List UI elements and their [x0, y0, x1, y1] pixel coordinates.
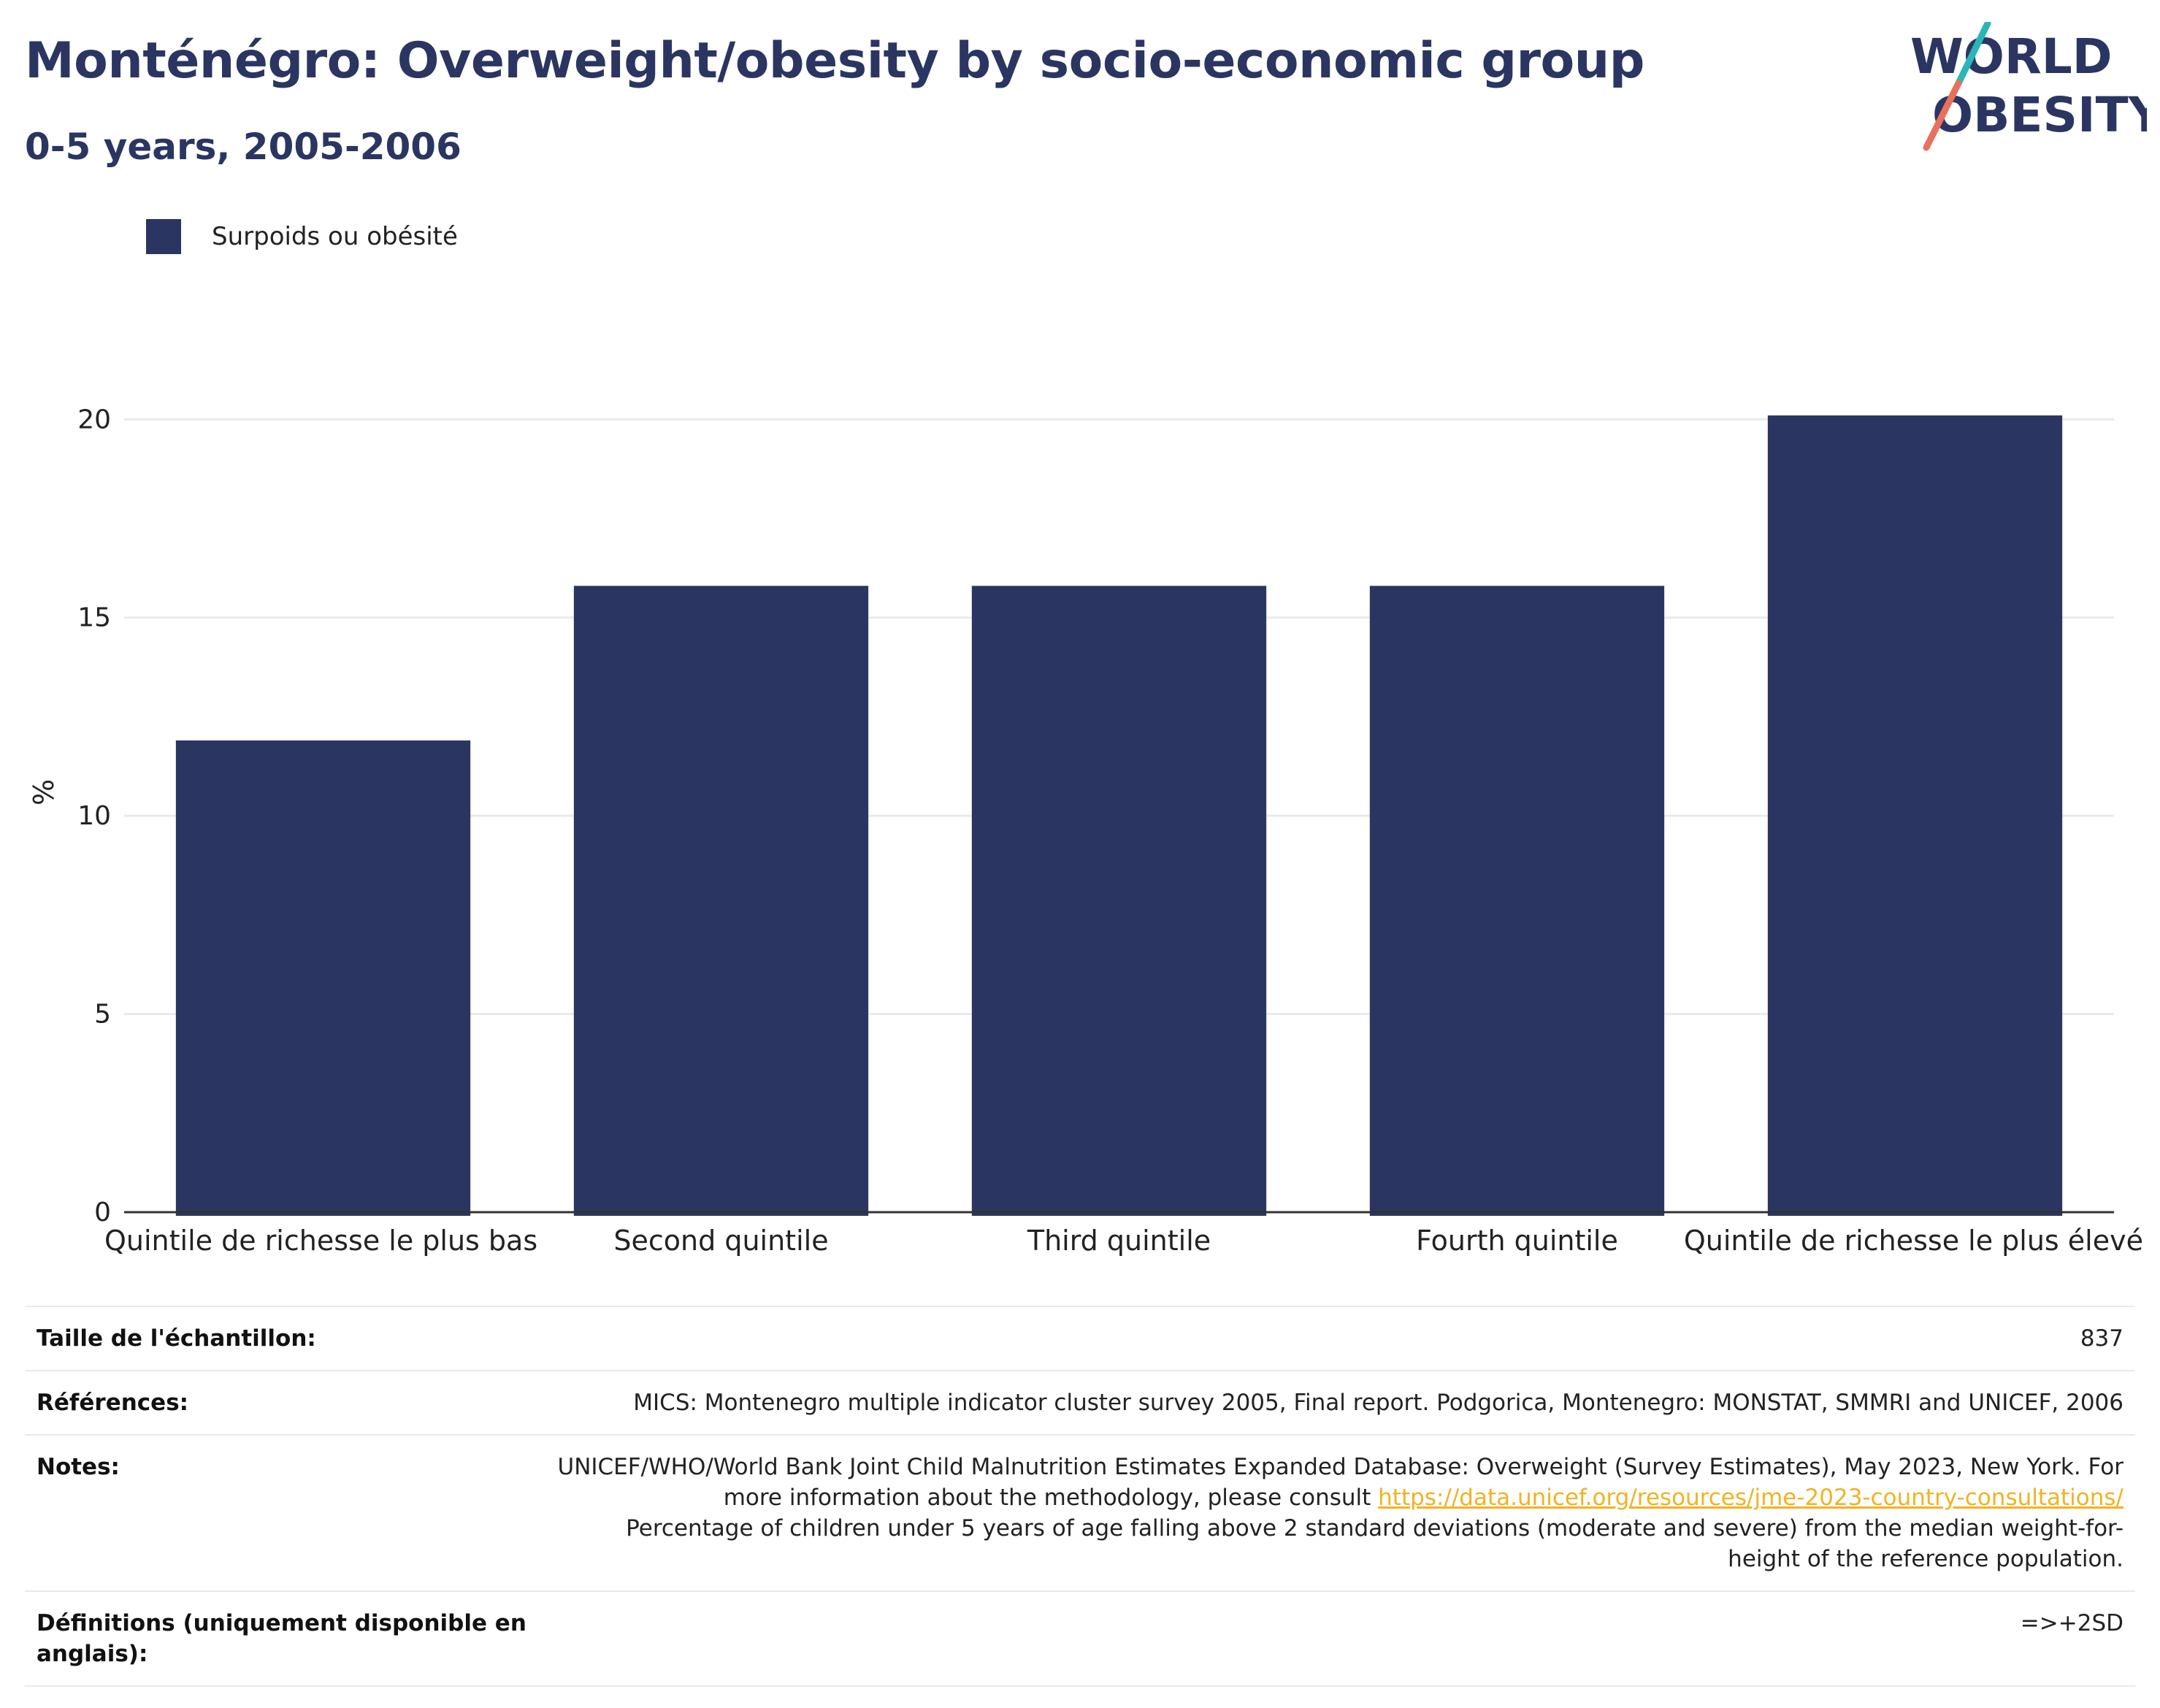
definitions-row: Définitions (uniquement disponible en an… [25, 1590, 2135, 1687]
legend[interactable]: Surpoids ou obésité [146, 219, 458, 254]
bar[interactable] [175, 740, 471, 1216]
y-axis-title: % [28, 778, 60, 806]
bar[interactable] [1767, 415, 2063, 1216]
y-tick-label: 10 [77, 801, 111, 831]
notes-value: UNICEF/WHO/World Bank Joint Child Malnut… [545, 1434, 2135, 1592]
world-obesity-logo: WORLD OBESITY [1910, 22, 2147, 151]
bars [175, 415, 2063, 1216]
y-tick-labels: 0 5 10 15 20 [77, 405, 111, 1228]
x-tick-labels: Quintile de richesse le plus bas Second q… [104, 1225, 2143, 1257]
bar[interactable] [573, 586, 869, 1216]
legend-swatch [146, 219, 181, 254]
legend-label: Surpoids ou obésité [212, 222, 458, 251]
y-tick-label: 5 [94, 1000, 111, 1030]
references-label: Références: [25, 1370, 545, 1436]
metadata-table: Taille de l'échantillon: 837 Références:… [25, 1306, 2135, 1687]
y-tick-label: 15 [77, 603, 111, 633]
notes-text-2: Percentage of children under 5 years of … [626, 1515, 2123, 1572]
notes-link[interactable]: https://data.unicef.org/resources/jme-20… [1378, 1485, 2123, 1511]
x-tick-label: Third quintile [1027, 1225, 1211, 1257]
x-tick-label: Fourth quintile [1416, 1225, 1618, 1257]
x-tick-label: Second quintile [613, 1225, 828, 1257]
references-row: Références: MICS: Montenegro multiple in… [25, 1370, 2135, 1436]
x-tick-label: Quintile de richesse le plus élevé [1684, 1225, 2143, 1257]
bar[interactable] [971, 586, 1267, 1216]
chart-subtitle: 0-5 years, 2005-2006 [25, 126, 462, 168]
y-tick-label: 20 [77, 405, 111, 434]
y-tick-label: 0 [94, 1198, 111, 1228]
references-value: MICS: Montenegro multiple indicator clus… [545, 1370, 2135, 1436]
logo-slash-coral [1923, 80, 1962, 151]
sample-size-value: 837 [545, 1306, 2135, 1371]
notes-label: Notes: [25, 1434, 545, 1592]
notes-row: Notes: UNICEF/WHO/World Bank Joint Child… [25, 1434, 2135, 1592]
definitions-label: Définitions (uniquement disponible en an… [25, 1590, 545, 1687]
chart-title: Monténégro: Overweight/obesity by socio-… [25, 32, 1644, 90]
logo-line2: OBESITY [1932, 87, 2147, 143]
notes-text: UNICEF/WHO/World Bank Joint Child Malnut… [557, 1454, 2124, 1511]
bar[interactable] [1369, 586, 1665, 1216]
bar-chart: 0 5 10 15 20 Quintile de richesse le plus ba… [77, 405, 2143, 1257]
logo-line1: WORLD [1910, 28, 2113, 85]
sample-size-row: Taille de l'échantillon: 837 [25, 1306, 2135, 1371]
x-tick-label: Quintile de richesse le plus bas [104, 1225, 537, 1257]
logo-slash-teal [1955, 22, 1991, 87]
definitions-value: =>+2SD [545, 1590, 2135, 1687]
sample-size-label: Taille de l'échantillon: [25, 1306, 545, 1371]
